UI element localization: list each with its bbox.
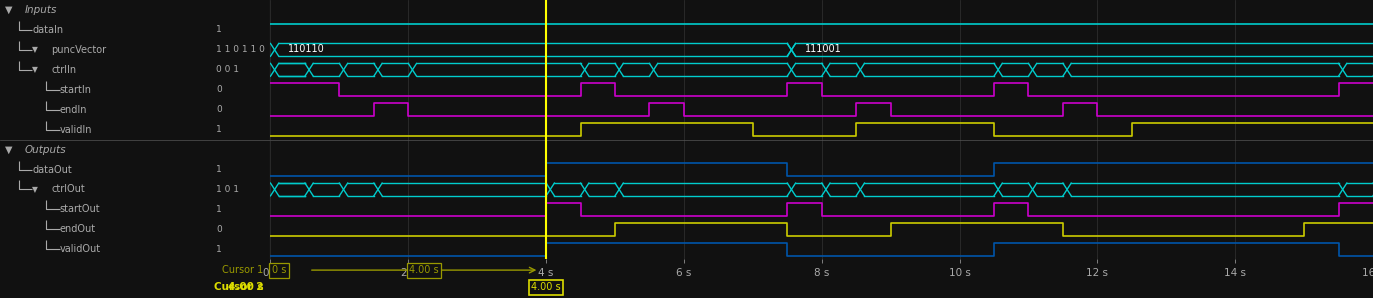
Text: endOut: endOut [59, 224, 96, 234]
Text: 0: 0 [217, 105, 222, 114]
Text: 4.00 s: 4.00 s [409, 265, 439, 275]
Text: startIn: startIn [59, 85, 92, 95]
Text: ctrlOut: ctrlOut [51, 184, 85, 195]
Text: dataOut: dataOut [33, 164, 73, 175]
Text: ▼: ▼ [33, 185, 38, 194]
Text: ▼: ▼ [33, 65, 38, 74]
Text: 4.00 s: 4.00 s [531, 282, 562, 292]
Text: puncVector: puncVector [51, 45, 107, 55]
Text: Outputs: Outputs [25, 145, 66, 155]
Text: validOut: validOut [59, 244, 100, 254]
Text: ▼: ▼ [5, 145, 12, 155]
Text: ▼: ▼ [33, 45, 38, 54]
Text: ctrlIn: ctrlIn [51, 65, 77, 75]
Text: dataIn: dataIn [33, 25, 63, 35]
Text: 110110: 110110 [288, 44, 324, 54]
Text: endIn: endIn [59, 105, 86, 115]
Text: 1: 1 [217, 165, 222, 174]
Text: 4.00 s: 4.00 s [228, 282, 264, 292]
Text: 0: 0 [217, 225, 222, 234]
Text: 0 s: 0 s [272, 265, 286, 275]
Text: 1 0 1: 1 0 1 [217, 185, 239, 194]
Text: 0: 0 [217, 85, 222, 94]
Text: 1: 1 [217, 245, 222, 254]
Text: 1: 1 [217, 25, 222, 34]
Text: 1: 1 [217, 205, 222, 214]
Text: 111001: 111001 [805, 44, 842, 54]
Text: 1 1 0 1 1 0: 1 1 0 1 1 0 [217, 45, 265, 54]
Text: validIn: validIn [59, 125, 92, 135]
Text: Cursor 1: Cursor 1 [222, 265, 264, 275]
Text: Inputs: Inputs [25, 5, 56, 15]
Text: 0 0 1: 0 0 1 [217, 65, 239, 74]
Text: 1: 1 [217, 125, 222, 134]
Text: startOut: startOut [59, 204, 100, 214]
Text: Cursor 2: Cursor 2 [214, 282, 264, 292]
Text: ▼: ▼ [5, 5, 12, 15]
